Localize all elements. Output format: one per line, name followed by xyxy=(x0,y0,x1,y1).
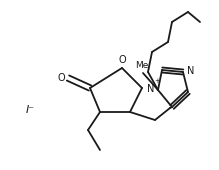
Text: N: N xyxy=(147,84,155,94)
Text: N: N xyxy=(187,66,195,76)
Text: I⁻: I⁻ xyxy=(25,105,35,115)
Text: O: O xyxy=(118,55,126,65)
Text: Me: Me xyxy=(135,61,149,70)
Text: +: + xyxy=(154,78,160,84)
Text: O: O xyxy=(57,73,65,83)
